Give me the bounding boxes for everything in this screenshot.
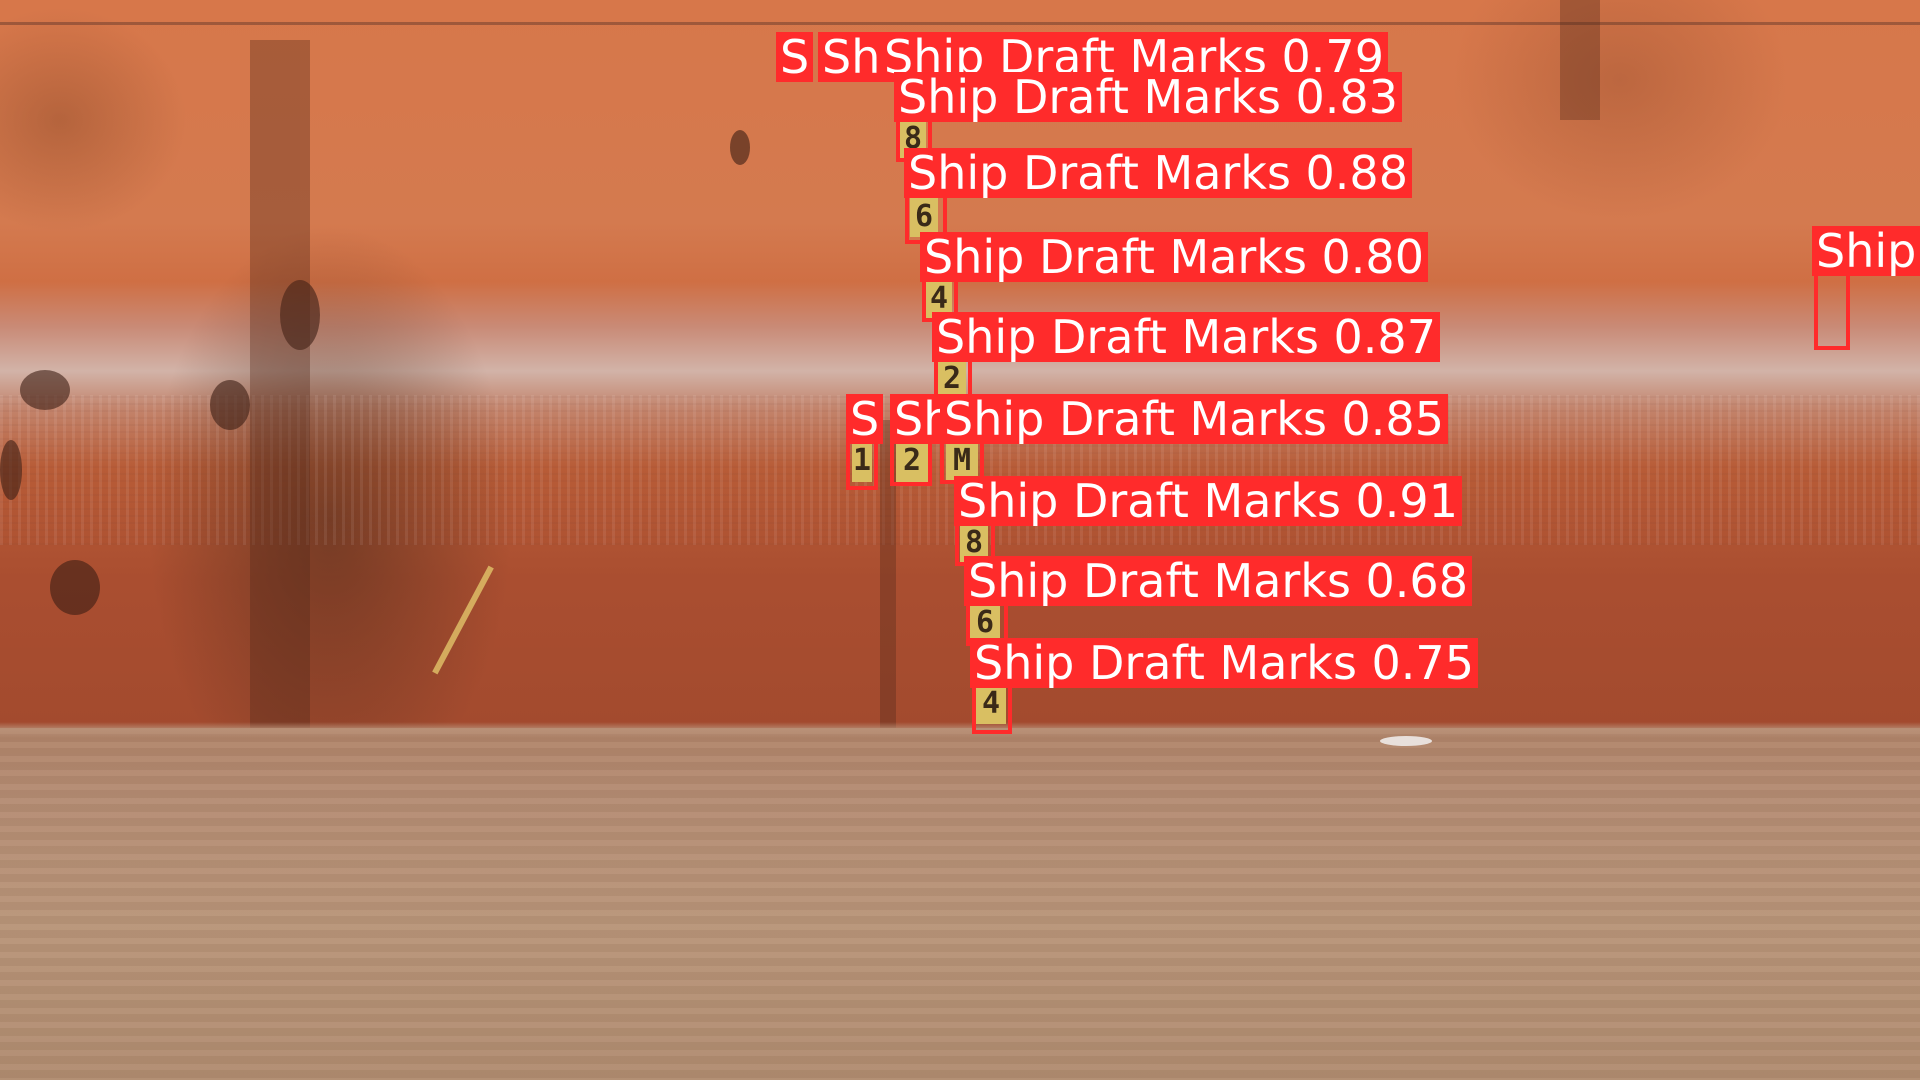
detection-label: Ship Draft Marks 0.88 [904,148,1412,198]
detection-label: Ship Draft Marks 0.91 [954,476,1462,526]
rust-streak [1560,0,1600,120]
rust-spot [0,440,22,500]
rust-streak [880,420,896,740]
waterline [0,722,1920,738]
detection-label: Ship Draft Marks 0.87 [932,312,1440,362]
draft-mark-digit: 4 [926,278,952,318]
detection-label: Ship Draft Marks 0.68 [964,556,1472,606]
draft-mark-digit: 6 [910,195,938,237]
floating-foam [1380,736,1432,746]
draft-mark-digit: 8 [960,522,988,562]
detection-label: S [776,32,814,82]
rust-spot [730,130,750,165]
detection-label: Ship Draft Marks 0.83 [894,72,1402,122]
rust-spot [280,280,320,350]
rust-spot [50,560,100,615]
detection-box [1814,266,1850,350]
rust-spot [210,380,250,430]
detection-label: Ship [1812,226,1920,276]
draft-mark-digit: 6 [970,602,1000,642]
draft-mark-digit: 2 [938,358,966,398]
hull-weld-seam [0,22,1920,25]
detection-label: Ship Draft Marks 0.75 [970,638,1478,688]
detection-label: Ship Draft Marks 0.80 [920,232,1428,282]
draft-mark-digit: 1 [852,438,872,482]
draft-mark-digit: 2 [896,438,928,482]
detection-label: Ship Draft Marks 0.85 [940,394,1448,444]
detection-label: S [846,394,884,444]
draft-mark-digit: 4 [976,682,1006,724]
rust-streak [250,40,310,740]
detection-label: Sh [818,32,885,82]
rust-spot [20,370,70,410]
water-surface [0,728,1920,1080]
draft-mark-digit: M [946,438,978,482]
